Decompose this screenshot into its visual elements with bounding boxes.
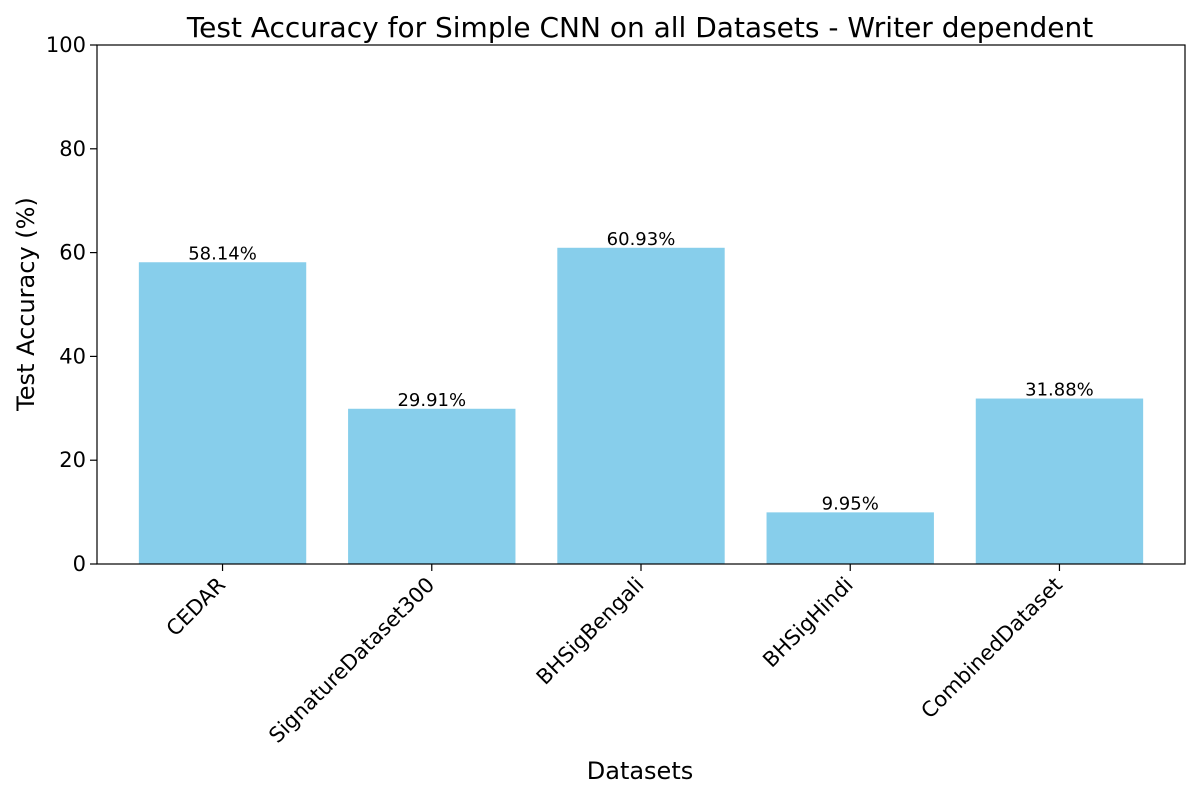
x-tick-label-CombinedDataset: CombinedDataset bbox=[916, 573, 1067, 724]
plot-frame bbox=[96, 44, 1186, 565]
x-axis-label: Datasets bbox=[587, 757, 694, 785]
bar-CEDAR bbox=[138, 262, 307, 564]
y-tick-label: 20 bbox=[59, 448, 86, 472]
x-tick-label-BHSigBengali: BHSigBengali bbox=[532, 573, 649, 690]
bar-BHSigBengali bbox=[557, 247, 725, 564]
y-ticks-layer: 0 20 40 60 80 100 bbox=[46, 33, 97, 576]
x-tick-label-SignatureDataset300: SignatureDataset300 bbox=[264, 573, 439, 748]
bars-layer bbox=[138, 247, 1144, 564]
bar-BHSigHindi bbox=[766, 512, 934, 564]
data-label-SignatureDataset300: 29.91% bbox=[397, 390, 466, 411]
x-tick-label-BHSigHindi: BHSigHindi bbox=[758, 573, 858, 673]
bar-SignatureDataset300 bbox=[348, 408, 516, 564]
x-ticks-layer: CEDAR SignatureDataset300 BHSigBengali BHSi… bbox=[162, 564, 1067, 748]
chart-title: Test Accuracy for Simple CNN on all Data… bbox=[186, 11, 1093, 44]
data-label-BHSigBengali: 60.93% bbox=[607, 229, 676, 250]
y-tick-label: 40 bbox=[59, 344, 86, 368]
data-label-CombinedDataset: 31.88% bbox=[1025, 380, 1094, 401]
y-tick-label: 80 bbox=[59, 137, 86, 161]
data-label-CEDAR: 58.14% bbox=[188, 243, 257, 264]
data-labels-layer: 58.14% 29.91% 60.93% 9.95% 31.88% bbox=[188, 229, 1094, 515]
x-tick-label-CEDAR: CEDAR bbox=[162, 573, 230, 641]
y-axis-label: Test Accuracy (%) bbox=[12, 197, 40, 412]
y-tick-label: 100 bbox=[46, 33, 86, 57]
y-tick-label: 60 bbox=[59, 241, 86, 265]
data-label-BHSigHindi: 9.95% bbox=[822, 493, 879, 514]
y-tick-label: 0 bbox=[73, 552, 86, 576]
bar-CombinedDataset bbox=[975, 398, 1144, 564]
